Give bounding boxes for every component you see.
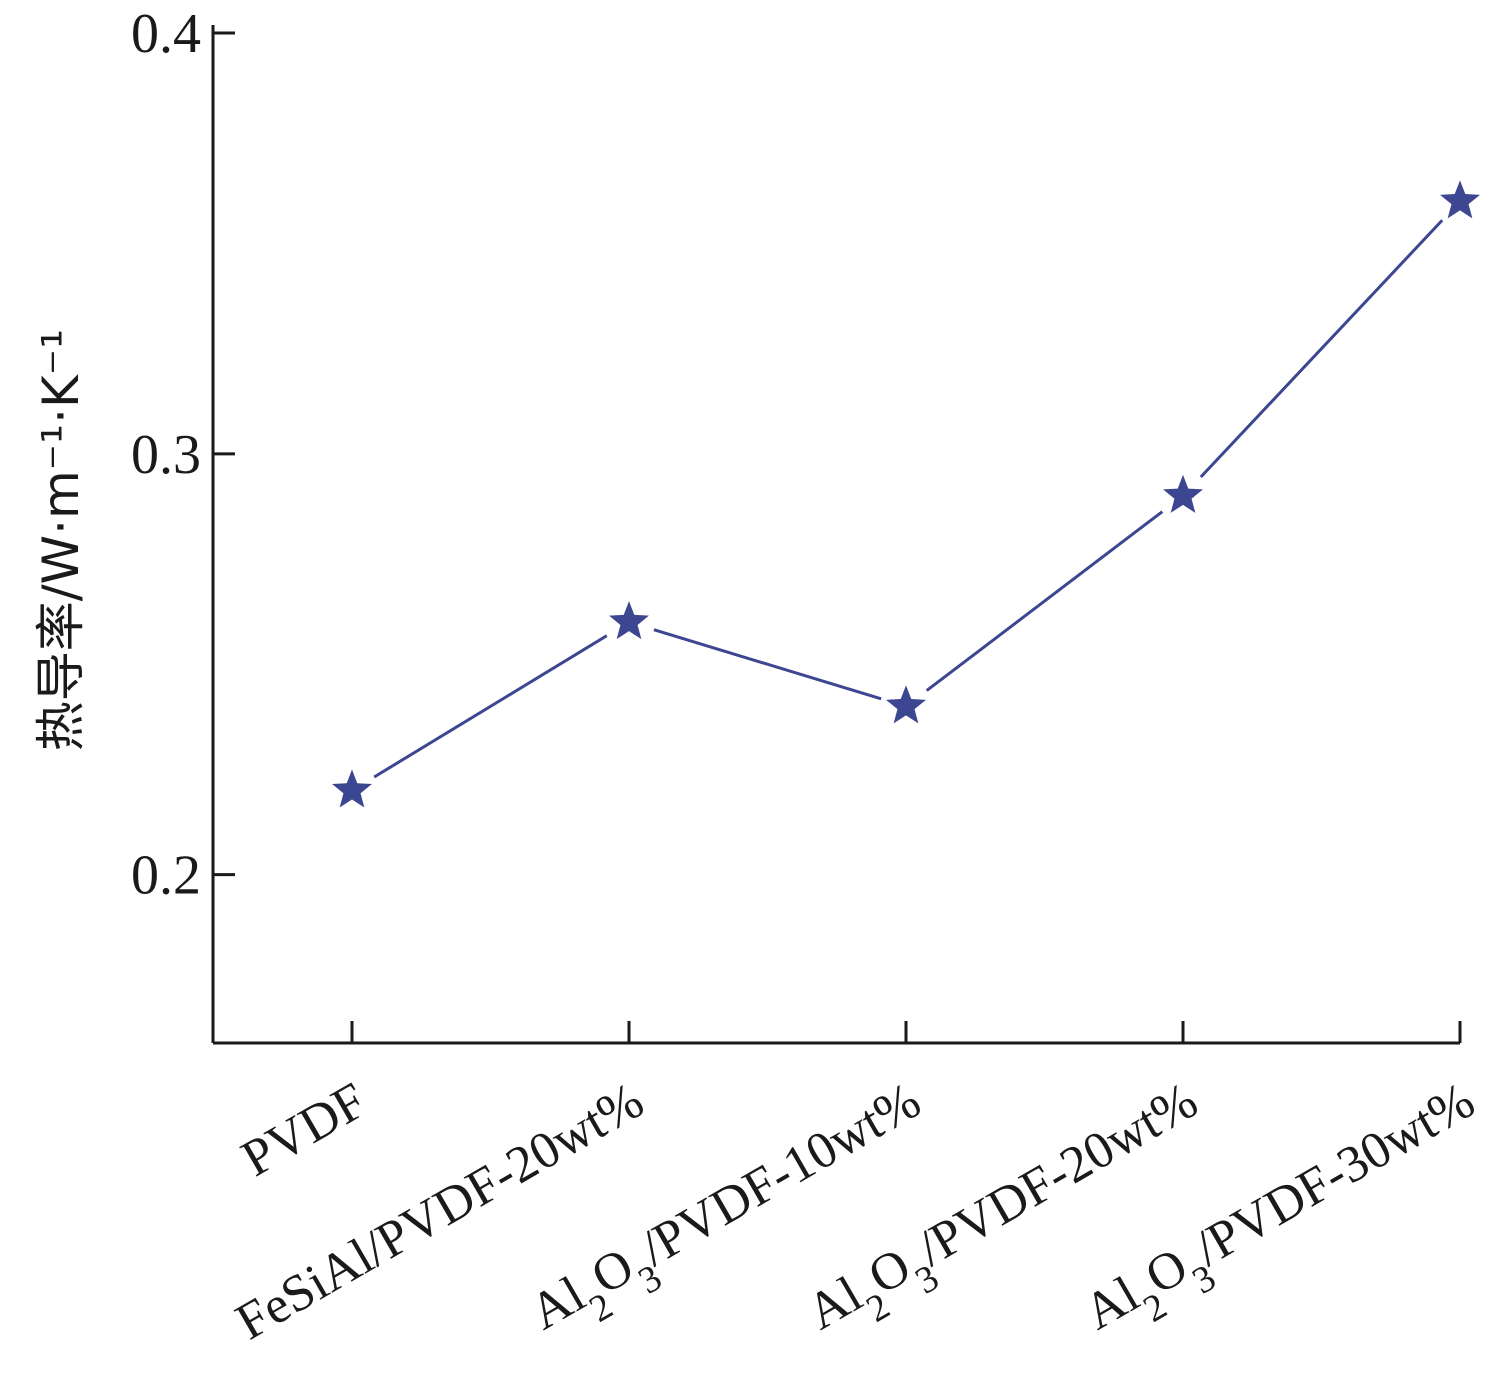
series-segment <box>653 628 882 701</box>
data-point-star <box>886 685 926 724</box>
y-axis-title: 热导率/W·m⁻¹·K⁻¹ <box>32 329 90 751</box>
data-point-star <box>332 769 372 808</box>
series-layer <box>332 180 1480 808</box>
axes <box>211 25 1462 1045</box>
y-tick-label: 0.2 <box>131 845 201 907</box>
series-segment <box>925 510 1164 692</box>
y-tick-label: 0.4 <box>131 3 201 65</box>
series-segment <box>373 634 608 779</box>
series-segment <box>1199 219 1444 479</box>
y-tick-label: 0.3 <box>131 424 201 486</box>
data-point-star <box>609 601 649 640</box>
x-category-label: PVDF <box>232 1072 376 1188</box>
labels-layer: 0.20.30.4PVDFFeSiAl/PVDF-20wt%Al2O3/PVDF… <box>32 3 1484 1351</box>
data-point-star <box>1163 474 1203 513</box>
data-point-star <box>1440 180 1480 219</box>
